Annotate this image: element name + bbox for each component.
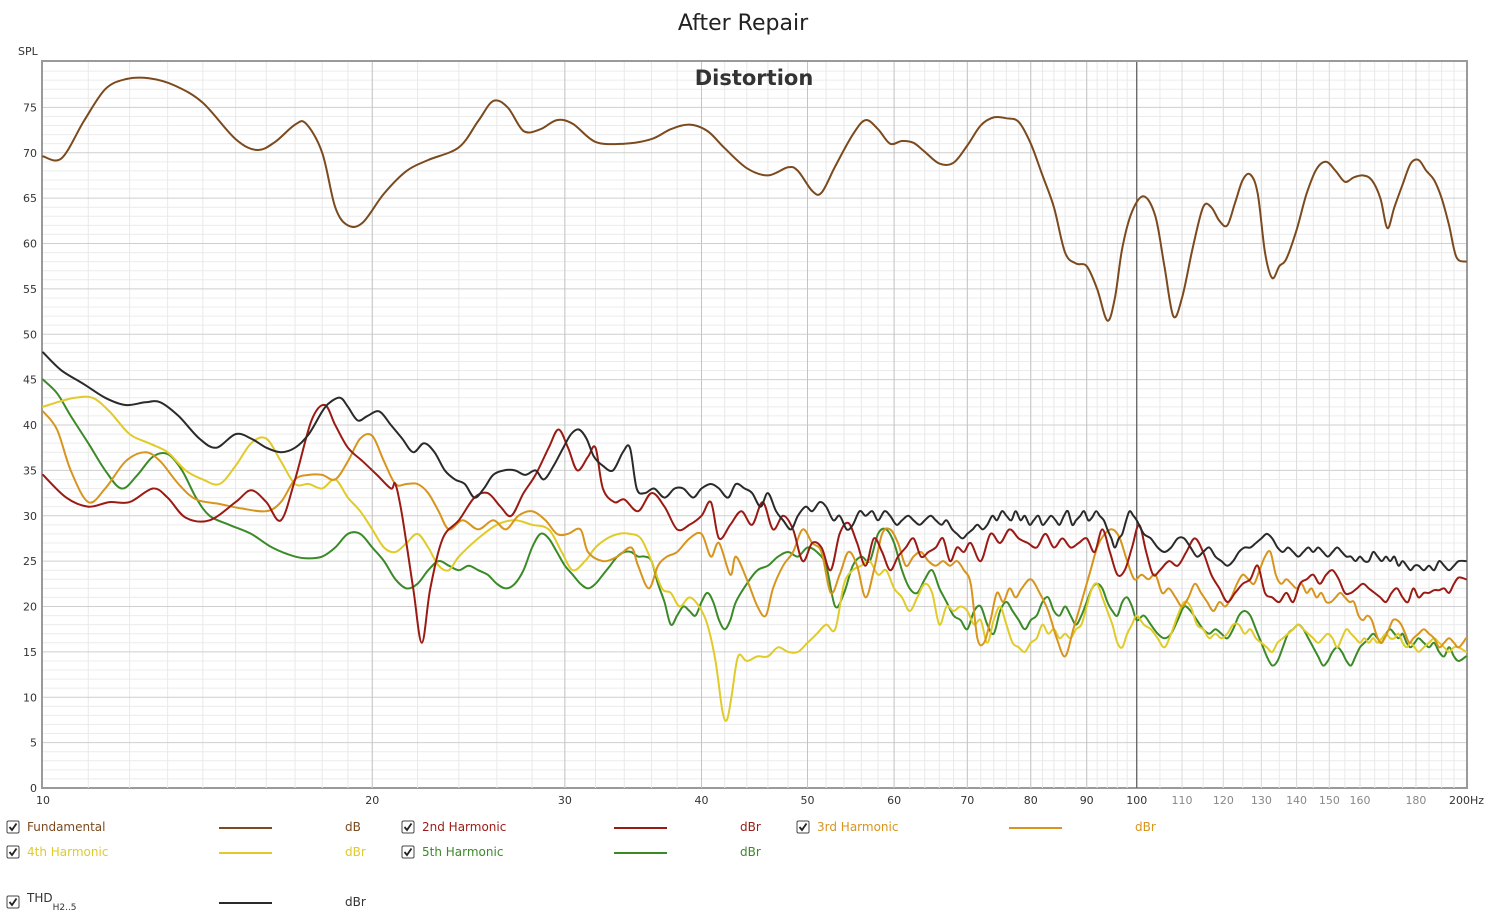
x-tick-label: 10 bbox=[36, 794, 50, 807]
x-tick-label: 200Hz bbox=[1449, 794, 1484, 807]
legend-item-fundamental[interactable]: Fundamental dB bbox=[6, 820, 361, 834]
x-tick-label: 180 bbox=[1405, 794, 1426, 807]
x-tick-label: 50 bbox=[800, 794, 814, 807]
legend-item-4th-harmonic[interactable]: 4th Harmonic dBr bbox=[6, 845, 366, 859]
tick-labels: 0 5 10 15 20 25 30 35 40 45 50 55 60 65 70 75 10 20 30 40 50… bbox=[23, 101, 1484, 807]
y-tick-label: 60 bbox=[23, 238, 37, 251]
legend-item-2nd-harmonic[interactable]: 2nd Harmonic dBr bbox=[401, 820, 761, 834]
x-tick-label: 150 bbox=[1319, 794, 1340, 807]
y-tick-label: 10 bbox=[23, 691, 37, 704]
y-tick-label: 30 bbox=[23, 510, 37, 523]
legend-unit: dBr bbox=[345, 895, 366, 909]
x-tick-label: 90 bbox=[1080, 794, 1094, 807]
legend-item-5th-harmonic[interactable]: 5th Harmonic dBr bbox=[401, 845, 761, 859]
y-tick-label: 40 bbox=[23, 419, 37, 432]
y-tick-label: 5 bbox=[30, 737, 37, 750]
x-tick-label: 100 bbox=[1126, 794, 1147, 807]
legend-label: 3rd Harmonic bbox=[817, 820, 898, 834]
y-tick-label: 65 bbox=[23, 192, 37, 205]
checkmark-icon bbox=[8, 847, 18, 857]
legend-item-3rd-harmonic[interactable]: 3rd Harmonic dBr bbox=[796, 820, 1156, 834]
series-layer bbox=[42, 76, 1467, 722]
series-line-4th-harmonic bbox=[42, 395, 1467, 722]
series-line-thd bbox=[42, 351, 1467, 572]
legend-unit: dBr bbox=[345, 845, 366, 859]
y-tick-label: 20 bbox=[23, 601, 37, 614]
x-tick-label: 60 bbox=[887, 794, 901, 807]
x-tick-label: 120 bbox=[1213, 794, 1234, 807]
grid bbox=[43, 62, 1466, 788]
series-line-3rd-harmonic bbox=[42, 410, 1467, 658]
y-tick-label: 0 bbox=[30, 782, 37, 795]
checkmark-icon bbox=[8, 897, 18, 907]
legend-unit: dBr bbox=[740, 845, 761, 859]
page-title: After Repair bbox=[678, 11, 809, 36]
y-tick-label: 75 bbox=[23, 101, 37, 114]
legend-item-thd[interactable]: THDH2..5 dBr bbox=[6, 891, 366, 913]
legend: Fundamental dB 2nd Harmonic dBr 3rd Harmonic… bbox=[6, 820, 1156, 913]
y-tick-label: 70 bbox=[23, 147, 37, 160]
legend-label: THDH2..5 bbox=[26, 891, 77, 913]
plot-title: Distortion bbox=[695, 66, 814, 90]
x-tick-label: 70 bbox=[960, 794, 974, 807]
legend-label: Fundamental bbox=[27, 820, 106, 834]
series-line-2nd-harmonic bbox=[42, 403, 1467, 644]
checkmark-icon bbox=[403, 822, 413, 832]
x-tick-label: 140 bbox=[1286, 794, 1307, 807]
y-tick-label: 15 bbox=[23, 646, 37, 659]
x-tick-label: 130 bbox=[1251, 794, 1272, 807]
x-tick-label: 40 bbox=[695, 794, 709, 807]
legend-unit: dBr bbox=[1135, 820, 1156, 834]
legend-label: 4th Harmonic bbox=[27, 845, 108, 859]
y-tick-label: 45 bbox=[23, 374, 37, 387]
series-line-5th-harmonic bbox=[42, 378, 1467, 667]
x-tick-label: 30 bbox=[558, 794, 572, 807]
y-tick-label: 35 bbox=[23, 464, 37, 477]
x-tick-label: 20 bbox=[365, 794, 379, 807]
legend-unit: dB bbox=[345, 820, 361, 834]
legend-label: 2nd Harmonic bbox=[422, 820, 506, 834]
x-tick-label: 80 bbox=[1024, 794, 1038, 807]
series-line-fundamental bbox=[42, 76, 1467, 322]
y-tick-label: 25 bbox=[23, 555, 37, 568]
y-tick-label: 50 bbox=[23, 328, 37, 341]
x-tick-label: 110 bbox=[1172, 794, 1193, 807]
legend-label: 5th Harmonic bbox=[422, 845, 503, 859]
checkmark-icon bbox=[8, 822, 18, 832]
x-tick-label: 160 bbox=[1350, 794, 1371, 807]
checkmark-icon bbox=[403, 847, 413, 857]
y-axis-label: SPL bbox=[18, 45, 39, 58]
legend-unit: dBr bbox=[740, 820, 761, 834]
y-tick-label: 55 bbox=[23, 283, 37, 296]
checkmark-icon bbox=[798, 822, 808, 832]
